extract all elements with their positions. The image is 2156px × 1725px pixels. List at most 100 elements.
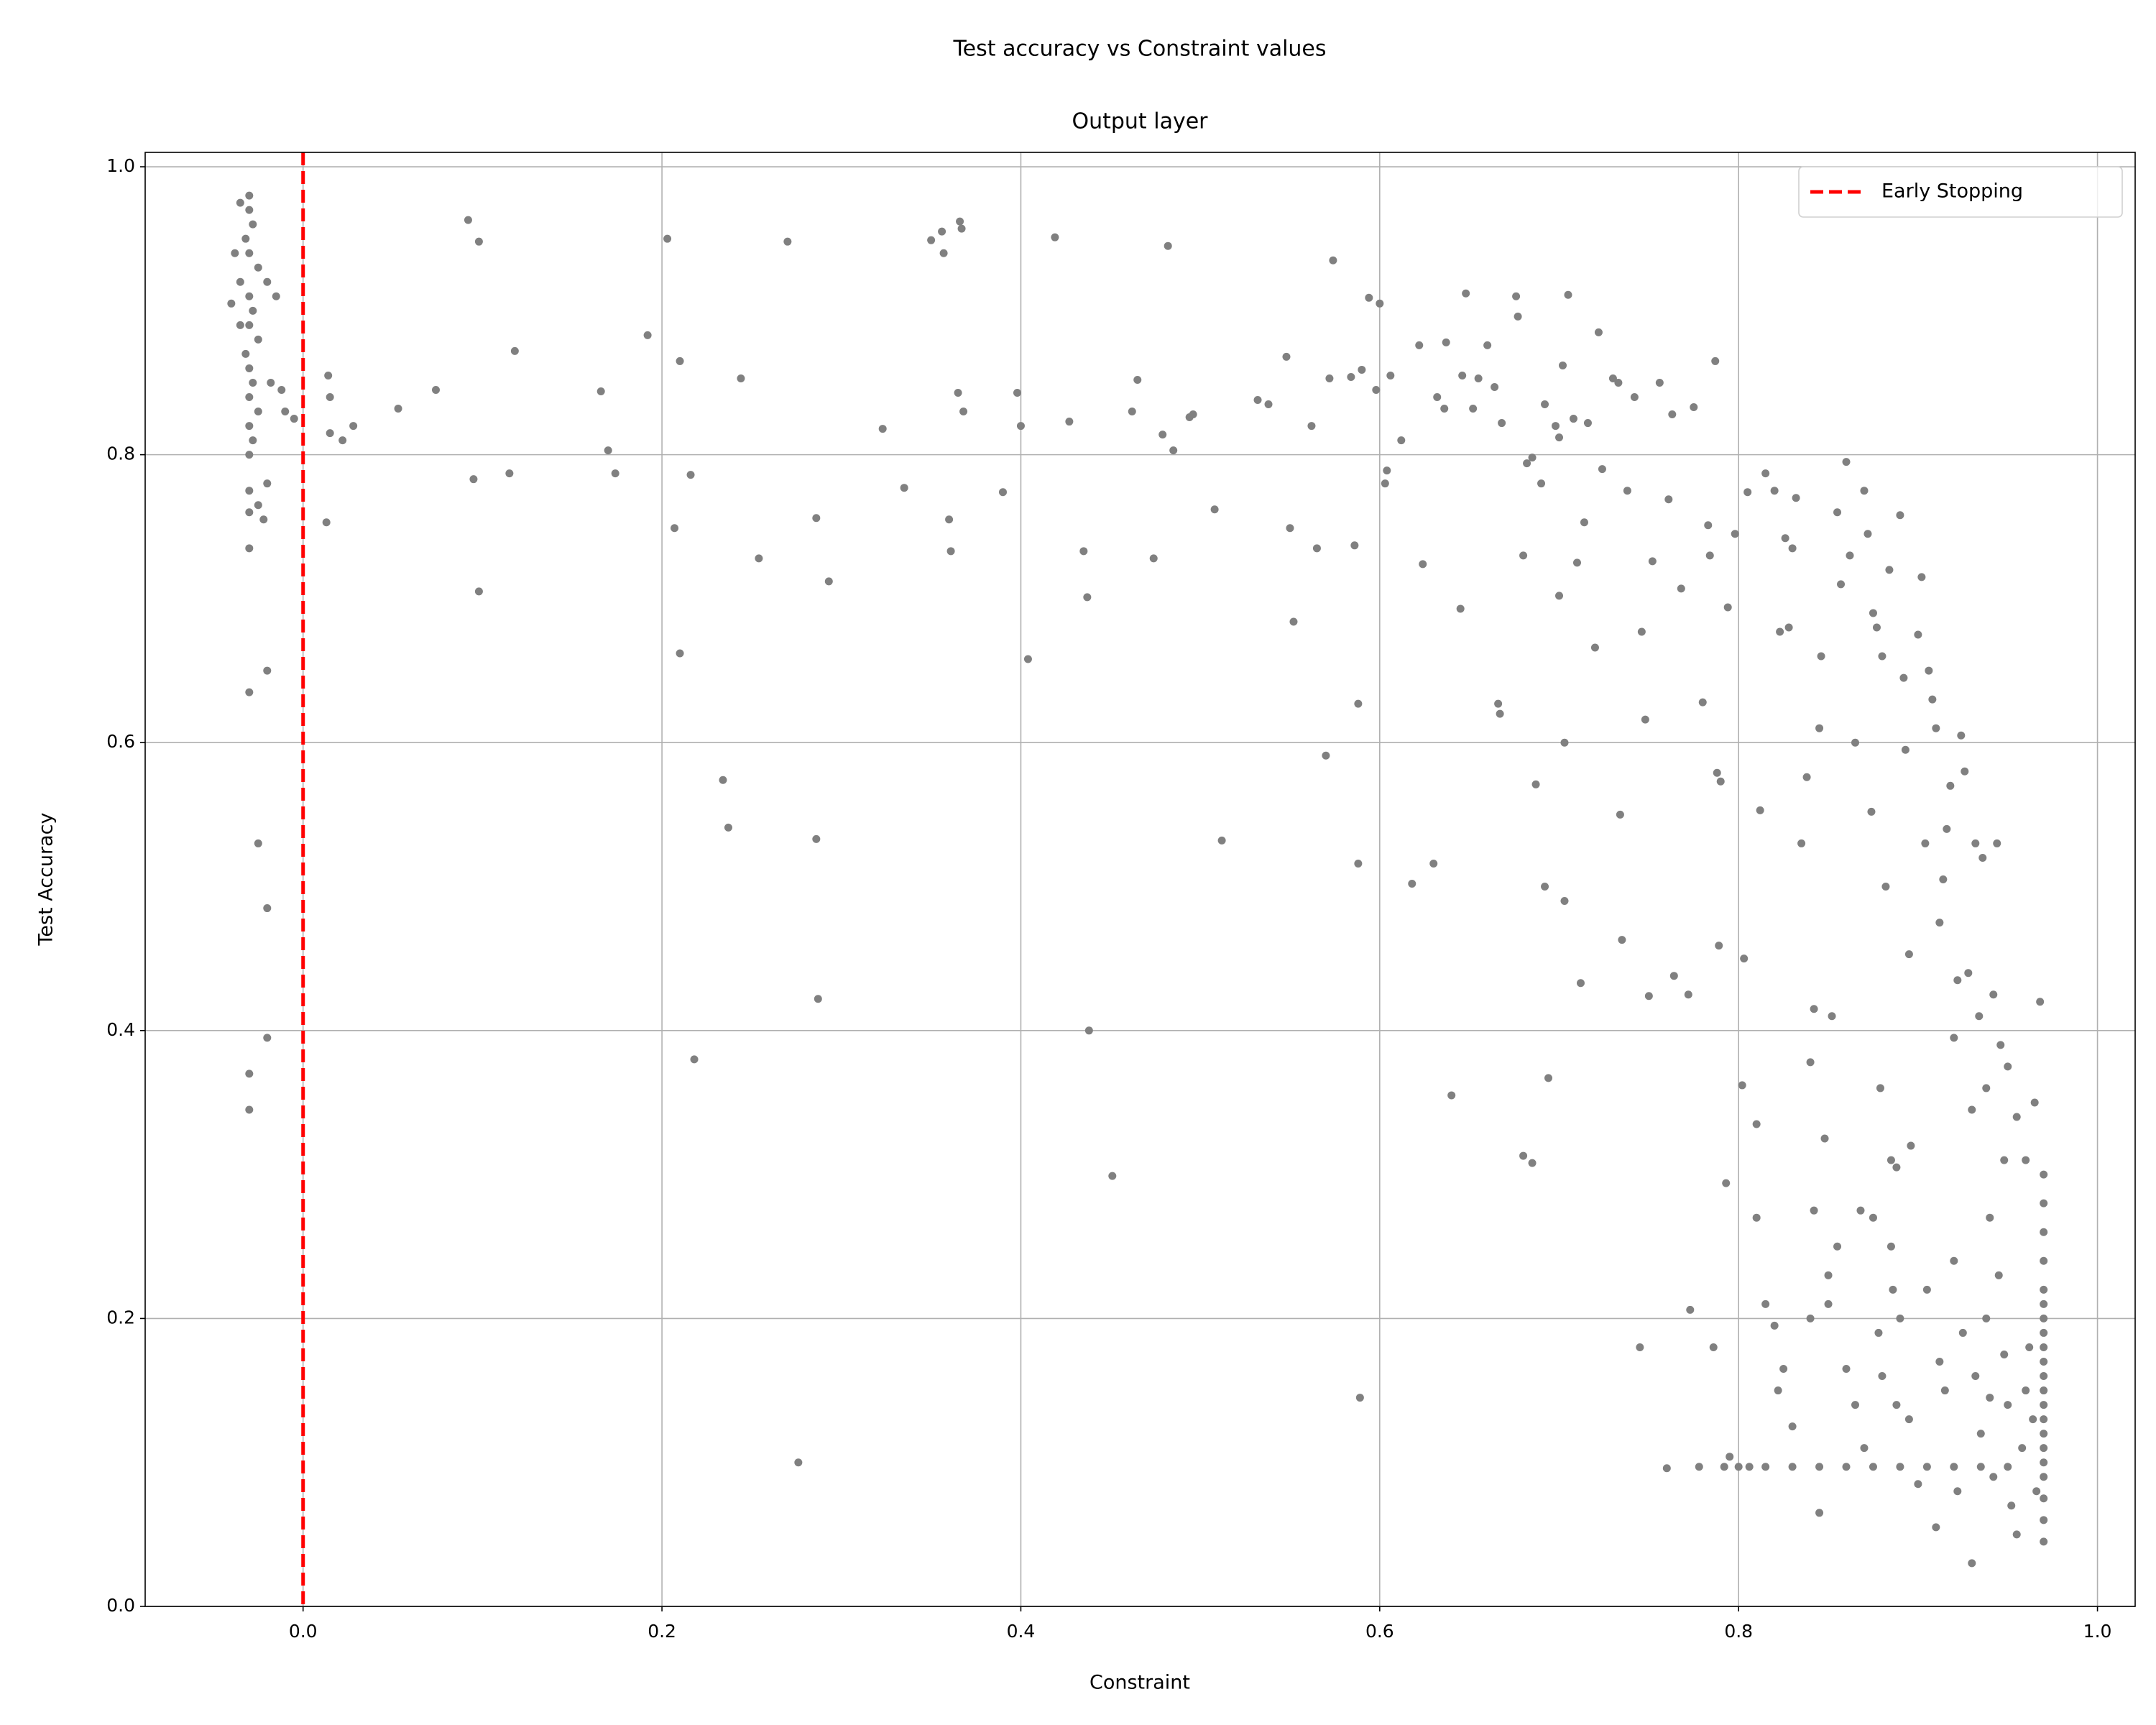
point bbox=[1498, 419, 1506, 428]
point bbox=[1289, 617, 1298, 626]
point bbox=[1993, 839, 2001, 847]
point bbox=[1440, 405, 1449, 413]
point bbox=[1824, 1271, 1833, 1279]
point bbox=[1447, 1091, 1456, 1100]
point bbox=[1792, 494, 1800, 502]
x-tick-label: 0.4 bbox=[1007, 1621, 1036, 1642]
point bbox=[1531, 780, 1540, 788]
point bbox=[1590, 643, 1599, 652]
point bbox=[1806, 1314, 1815, 1322]
point bbox=[2040, 1458, 2048, 1467]
point bbox=[2040, 1314, 2048, 1322]
point bbox=[1734, 1463, 1743, 1471]
point bbox=[1325, 374, 1334, 382]
y-tick-label: 0.0 bbox=[106, 1595, 135, 1616]
point bbox=[812, 834, 821, 843]
point bbox=[227, 299, 236, 308]
point bbox=[245, 191, 254, 200]
point bbox=[263, 666, 272, 675]
point bbox=[2022, 1156, 2030, 1164]
point bbox=[1383, 466, 1391, 475]
point bbox=[956, 217, 964, 226]
point bbox=[814, 995, 822, 1003]
point bbox=[1914, 630, 1922, 639]
point bbox=[1851, 738, 1859, 747]
point bbox=[326, 393, 334, 402]
point bbox=[1564, 290, 1572, 299]
point bbox=[1720, 1463, 1728, 1471]
point bbox=[1608, 374, 1617, 382]
point bbox=[1950, 1034, 1958, 1042]
point bbox=[1788, 1463, 1797, 1471]
point bbox=[1322, 751, 1330, 760]
point bbox=[1541, 883, 1549, 891]
point bbox=[1828, 1012, 1836, 1021]
point bbox=[1614, 378, 1623, 387]
point bbox=[431, 385, 440, 394]
point bbox=[245, 422, 254, 431]
point bbox=[1779, 1365, 1788, 1374]
point bbox=[1781, 534, 1789, 543]
point bbox=[824, 577, 833, 586]
point bbox=[254, 335, 262, 344]
point bbox=[1824, 1300, 1833, 1308]
point bbox=[249, 220, 257, 229]
point bbox=[1354, 699, 1363, 708]
point bbox=[1217, 836, 1226, 845]
point bbox=[1483, 341, 1492, 349]
point bbox=[1986, 1394, 1994, 1402]
point bbox=[1925, 666, 1933, 675]
point bbox=[1770, 487, 1779, 495]
point bbox=[1469, 405, 1478, 413]
point bbox=[1774, 1386, 1782, 1395]
point bbox=[2040, 1537, 2048, 1546]
point bbox=[1664, 495, 1673, 504]
point bbox=[1474, 374, 1483, 382]
point bbox=[1528, 454, 1537, 462]
point bbox=[1210, 505, 1219, 514]
point bbox=[277, 385, 286, 394]
point bbox=[1968, 1559, 1976, 1568]
point bbox=[1559, 361, 1567, 369]
point bbox=[1668, 410, 1677, 419]
point bbox=[2032, 1487, 2041, 1496]
point bbox=[2004, 1062, 2012, 1071]
point bbox=[254, 839, 262, 847]
point bbox=[474, 587, 483, 596]
point bbox=[1886, 1242, 1895, 1251]
point bbox=[231, 249, 239, 257]
point bbox=[1752, 1120, 1761, 1128]
point bbox=[1740, 954, 1749, 963]
point bbox=[1084, 1026, 1093, 1035]
point bbox=[263, 479, 272, 488]
point bbox=[2004, 1463, 2012, 1471]
point bbox=[676, 649, 684, 658]
point bbox=[1662, 1464, 1671, 1473]
point bbox=[2040, 1285, 2048, 1294]
point bbox=[1397, 436, 1406, 445]
point bbox=[1901, 745, 1909, 754]
point bbox=[1776, 627, 1784, 636]
point bbox=[1761, 1300, 1770, 1308]
point bbox=[2040, 1372, 2048, 1381]
point bbox=[1569, 415, 1577, 423]
point bbox=[1752, 1213, 1761, 1222]
point bbox=[1386, 371, 1395, 380]
point bbox=[878, 425, 887, 433]
point bbox=[2007, 1501, 2016, 1510]
point bbox=[1833, 508, 1842, 517]
point bbox=[1896, 1463, 1904, 1471]
point bbox=[643, 331, 652, 339]
point bbox=[671, 524, 679, 533]
y-axis-label: Test Accuracy bbox=[35, 812, 57, 946]
x-tick-label: 0.0 bbox=[289, 1621, 318, 1642]
point bbox=[724, 823, 732, 832]
point bbox=[1851, 1401, 1859, 1409]
chart-title: Output layer bbox=[1072, 109, 1208, 134]
point bbox=[1013, 388, 1021, 397]
point bbox=[1788, 544, 1797, 553]
point bbox=[1705, 551, 1714, 560]
point bbox=[1833, 1242, 1842, 1251]
point bbox=[2040, 1473, 2048, 1481]
